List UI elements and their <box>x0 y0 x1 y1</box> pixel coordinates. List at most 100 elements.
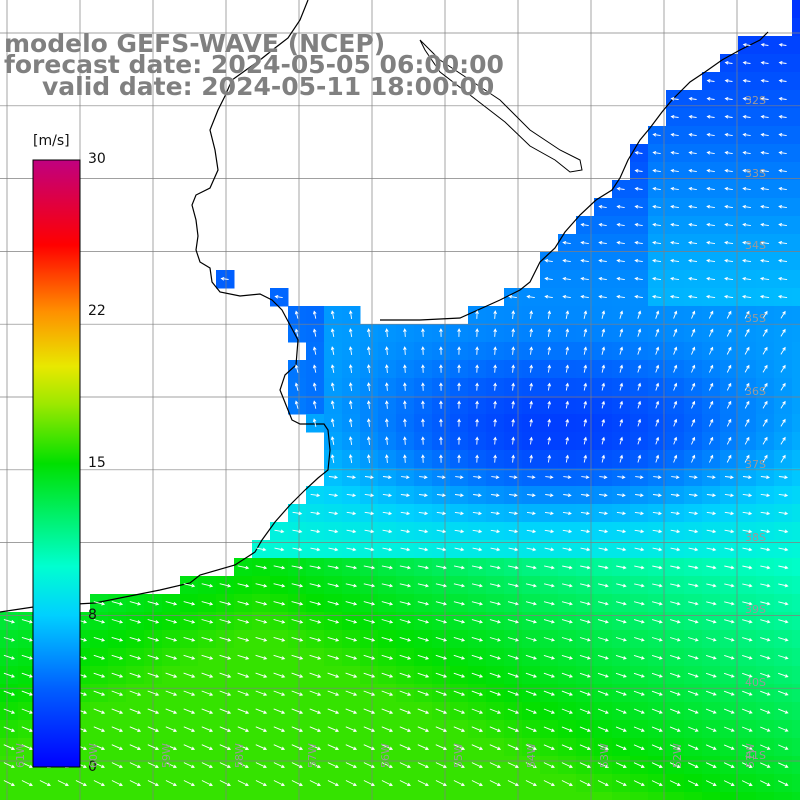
wind-arrow <box>633 601 645 606</box>
field-cell <box>0 792 19 800</box>
wind-arrow <box>508 294 517 299</box>
wind-arrow <box>381 636 394 642</box>
wind-arrow <box>580 222 589 227</box>
wind-arrow <box>778 744 789 750</box>
wind-arrow <box>760 132 769 137</box>
wind-arrow <box>183 708 196 714</box>
wind-arrow <box>455 475 464 480</box>
field-cell <box>612 792 631 800</box>
wind-arrow <box>616 204 625 209</box>
wind-arrow <box>655 400 660 409</box>
wind-arrow <box>345 744 358 750</box>
wind-arrow <box>616 276 625 281</box>
wind-arrow <box>111 654 124 660</box>
wind-arrow <box>111 780 123 787</box>
wind-arrow <box>778 114 787 119</box>
wind-arrow <box>778 168 787 173</box>
wind-arrow <box>673 364 678 373</box>
wind-arrow <box>706 222 715 227</box>
wind-arrow <box>598 529 609 534</box>
wind-arrow <box>724 511 735 516</box>
field-cell <box>54 792 73 800</box>
wind-arrow <box>273 690 286 696</box>
wind-arrow <box>670 583 681 588</box>
wind-arrow <box>583 364 588 373</box>
wind-arrow <box>364 493 375 498</box>
wind-arrow <box>366 400 371 409</box>
wind-arrow <box>111 619 124 624</box>
wind-arrow <box>183 762 195 769</box>
wind-arrow <box>687 654 699 660</box>
wind-arrow <box>403 328 407 337</box>
wind-arrow <box>453 636 466 642</box>
wind-arrow <box>3 619 16 624</box>
wind-arrow <box>545 493 554 498</box>
colorbar-tick-30: 30 <box>88 151 106 167</box>
wind-arrow <box>543 744 555 750</box>
wind-arrow <box>382 493 393 498</box>
wind-arrow <box>439 364 443 373</box>
wind-arrow <box>330 418 335 427</box>
wind-arrow <box>669 619 681 624</box>
wind-arrow <box>760 619 771 624</box>
wind-arrow <box>651 780 663 787</box>
field-cell <box>792 576 800 595</box>
wind-arrow <box>237 583 250 588</box>
wind-arrow <box>348 328 353 337</box>
wind-arrow <box>762 382 768 391</box>
wind-arrow <box>400 493 411 498</box>
wind-arrow <box>309 780 321 787</box>
wind-arrow <box>165 762 177 769</box>
wind-arrow <box>417 726 430 732</box>
wind-arrow <box>741 294 752 299</box>
wind-arrow <box>760 511 771 516</box>
wind-arrow <box>634 583 645 588</box>
wind-arrow <box>419 475 428 480</box>
wind-arrow <box>471 726 484 732</box>
wind-arrow <box>237 726 250 732</box>
wind-arrow <box>399 601 412 606</box>
wind-arrow <box>670 511 680 516</box>
lat-label-32s: 32S <box>745 94 766 107</box>
wind-arrow <box>634 565 645 570</box>
wind-arrow <box>291 780 303 787</box>
wind-arrow <box>273 762 285 769</box>
wind-arrow <box>273 619 286 624</box>
wind-arrow <box>327 780 339 787</box>
wind-arrow <box>742 168 751 173</box>
wind-arrow <box>490 511 501 516</box>
field-cell <box>792 504 800 523</box>
field-cell <box>792 288 800 307</box>
wind-arrow <box>688 150 697 155</box>
wind-arrow <box>616 186 625 191</box>
wind-arrow <box>777 276 788 281</box>
wind-arrow <box>493 418 497 427</box>
wind-arrow <box>688 132 697 137</box>
wind-arrow <box>598 511 609 516</box>
wind-arrow <box>312 382 317 391</box>
wind-arrow <box>525 637 537 642</box>
wind-arrow <box>489 744 502 750</box>
wind-arrow <box>762 310 768 319</box>
wind-arrow <box>291 690 304 696</box>
wind-arrow <box>93 726 106 732</box>
field-cell <box>792 396 800 415</box>
wind-arrow <box>633 672 645 678</box>
wind-arrow <box>327 744 340 750</box>
wind-arrow <box>669 762 681 768</box>
wind-arrow <box>3 726 16 732</box>
wind-arrow <box>655 328 660 337</box>
lat-label-37s: 37S <box>745 458 766 471</box>
wind-arrow <box>778 43 787 47</box>
wind-arrow <box>742 43 751 47</box>
wind-arrow <box>183 654 196 660</box>
wind-arrow <box>330 364 335 373</box>
wind-arrow <box>237 654 250 660</box>
wind-arrow <box>312 310 317 319</box>
wind-arrow <box>652 565 663 570</box>
wind-arrow <box>726 346 732 355</box>
wind-arrow <box>778 96 787 101</box>
wind-arrow <box>273 636 286 642</box>
wind-arrow <box>366 364 371 373</box>
